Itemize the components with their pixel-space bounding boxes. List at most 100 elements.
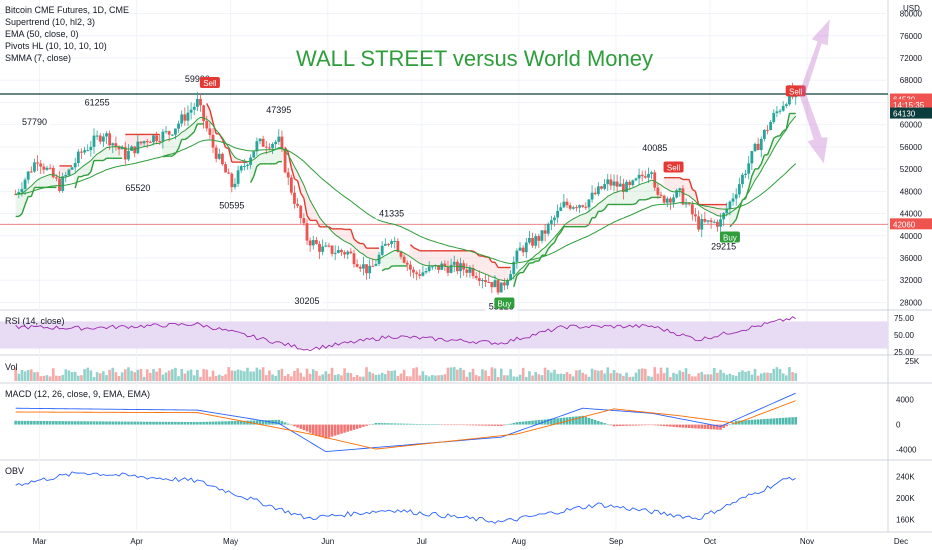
volume-bar (152, 369, 155, 381)
candle-body (618, 183, 622, 187)
macd-histogram-bar (396, 423, 400, 425)
volume-bar (584, 374, 588, 381)
macd-histogram-bar (293, 424, 296, 427)
supertrend-fill (97, 152, 101, 161)
volume-bar (678, 370, 682, 381)
macd-histogram-bar (217, 421, 221, 425)
supertrend-fill (642, 182, 646, 200)
macd-histogram-bar (452, 424, 456, 426)
volume-bar (766, 372, 769, 381)
supertrend-fill (316, 211, 320, 227)
candle-body (208, 128, 212, 135)
supertrend-fill (614, 191, 618, 205)
price-pane[interactable]: 57790 61255 65520 59900 50595 47395 41335 30205… (0, 19, 888, 313)
candle-body (502, 282, 506, 286)
volume-pane[interactable] (14, 367, 798, 381)
volume-bar (14, 367, 17, 381)
volume-bar (734, 375, 738, 381)
supertrend-fill (426, 250, 430, 266)
volume-bar (575, 370, 578, 381)
supertrend-segment (24, 196, 29, 205)
supertrend-segment (776, 135, 781, 138)
volume-bar (108, 369, 111, 381)
volume-bar (261, 367, 265, 381)
supertrend-fill (125, 134, 129, 150)
macd-histogram-bar (230, 421, 234, 425)
volume-bar (590, 368, 594, 381)
candle-body (609, 179, 613, 186)
volume-bar (791, 372, 794, 381)
macd-histogram-bar (440, 424, 444, 426)
macd-histogram-bar (769, 418, 772, 425)
price-tag (890, 218, 932, 230)
volume-bar (51, 368, 55, 381)
candle-body (258, 138, 262, 142)
volume-bar (358, 376, 362, 381)
volume-bar (531, 375, 534, 381)
macd-histogram-bar (17, 420, 21, 425)
supertrend-fill (119, 147, 123, 159)
supertrend-fill (588, 208, 593, 225)
candle-body (261, 138, 265, 147)
obv-pane[interactable] (15, 471, 796, 524)
headline-annotation: WALL STREET versus World Money (296, 46, 653, 71)
candle-body (706, 220, 710, 222)
macd-pane[interactable] (14, 392, 798, 453)
volume-bar (133, 372, 137, 381)
candle-body (653, 172, 657, 188)
supertrend-fill (391, 250, 395, 267)
volume-bar (622, 375, 625, 381)
volume-bar (509, 369, 512, 381)
price-axis-label: 68000 (900, 76, 923, 85)
macd-histogram-bar (358, 424, 362, 428)
supertrend-segment (413, 246, 417, 250)
supertrend-fill (263, 152, 267, 164)
price-axis-label: 44000 (900, 210, 923, 219)
volume-bar (459, 367, 462, 381)
supertrend-segment (748, 175, 753, 189)
supertrend-fill (432, 250, 436, 266)
supertrend-fill (726, 204, 730, 227)
supertrend-segment (732, 218, 737, 224)
rsi-pane[interactable] (0, 316, 888, 352)
macd-histogram-bar (42, 420, 46, 425)
supertrend-segment (513, 275, 518, 288)
macd-histogram-bar (324, 424, 328, 439)
volume-bar (174, 367, 177, 381)
supertrend-segment (494, 261, 499, 268)
pivot-label: 29215 (711, 241, 736, 251)
macd-histogram-bar (756, 419, 760, 425)
volume-bar (86, 367, 90, 381)
candle-body (136, 141, 140, 154)
volume-bar (365, 367, 368, 381)
macd-histogram-bar (427, 424, 431, 425)
candle-body (167, 131, 171, 135)
macd-histogram-bar (70, 421, 74, 425)
supertrend-fill (347, 229, 351, 245)
candle-body (83, 150, 86, 153)
macd-histogram-bar (446, 424, 450, 426)
volume-bar (487, 375, 491, 381)
volume-bar (167, 370, 171, 381)
supertrend-segment (184, 137, 189, 141)
macd-histogram-bar (196, 422, 199, 425)
supertrend-segment (388, 265, 393, 270)
supertrend-segment (362, 243, 368, 249)
candle-body (117, 146, 121, 150)
volume-axis-label: 25K (905, 357, 920, 366)
volume-bar (377, 374, 381, 381)
candle-body (242, 165, 246, 167)
supertrend-segment (206, 103, 211, 111)
macd-histogram-bar (192, 422, 196, 425)
volume-bar (694, 376, 697, 381)
supertrend-segment (688, 179, 693, 190)
macd-histogram-bar (299, 424, 303, 429)
time-axis-label: May (223, 537, 238, 546)
candle-body (640, 174, 644, 177)
supertrend-segment (225, 146, 229, 150)
time-axis-label: Aug (512, 537, 526, 546)
candle-body (477, 278, 481, 282)
candle-body (593, 192, 597, 195)
supertrend-fill (664, 177, 668, 190)
